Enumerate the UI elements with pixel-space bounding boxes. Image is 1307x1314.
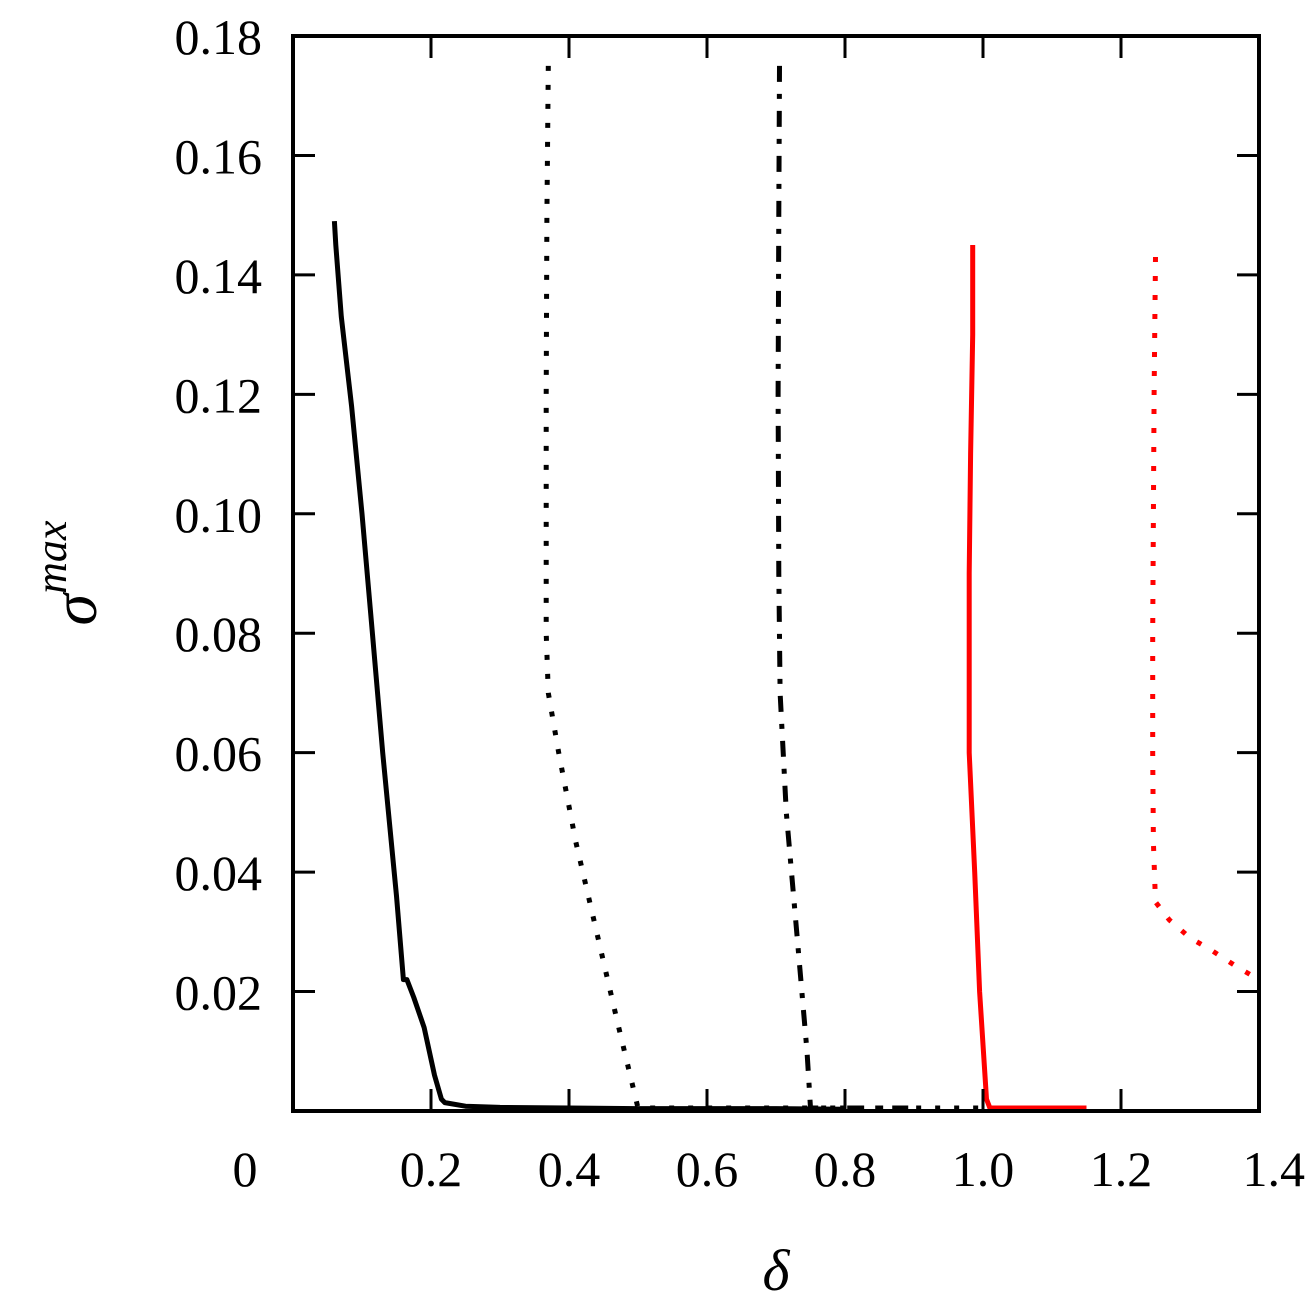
x-tick-label: 1.2 bbox=[1090, 1141, 1153, 1197]
y-tick-label: 0.04 bbox=[175, 845, 263, 901]
x-tick-label: 0.4 bbox=[538, 1141, 601, 1197]
y-tick-label: 0.02 bbox=[175, 965, 263, 1021]
y-axis-label-superscript: max bbox=[27, 520, 76, 594]
y-tick-label: 0.12 bbox=[175, 367, 263, 423]
y-axis-label-symbol: σ bbox=[39, 591, 110, 625]
x-tick-label: 0.2 bbox=[400, 1141, 463, 1197]
series-line-3 bbox=[775, 65, 914, 1111]
y-axis-label: σmax bbox=[27, 520, 110, 625]
x-tick-label: 1.0 bbox=[952, 1141, 1015, 1197]
plot-frame bbox=[291, 34, 1261, 1113]
y-tick-label: 0.14 bbox=[175, 248, 263, 304]
series-line-1 bbox=[331, 220, 846, 1112]
x-tick-label: 0.6 bbox=[676, 1141, 739, 1197]
x-tick-label: 1.4 bbox=[1243, 1141, 1306, 1197]
series-line-4 bbox=[966, 245, 1087, 1111]
y-tick-label: 0.10 bbox=[175, 487, 263, 543]
x-axis-label: δ bbox=[763, 1238, 791, 1303]
series-line-2 bbox=[543, 65, 983, 1111]
y-tick-label: 0.16 bbox=[175, 128, 263, 184]
y-tick-label: 0.08 bbox=[175, 606, 263, 662]
ticks-layer: 0 0.2 0.4 0.6 0.8 1.0 1.2 1.4 0.02 0.04 0.06 0.08 0.… bbox=[175, 9, 1306, 1197]
y-tick-label: 0.18 bbox=[175, 9, 263, 65]
series-layer bbox=[331, 65, 1261, 1112]
x-tick-label: 0 bbox=[233, 1141, 258, 1197]
x-tick-label: 0.8 bbox=[814, 1141, 877, 1197]
series-line-5 bbox=[1150, 256, 1261, 982]
y-tick-label: 0.06 bbox=[175, 726, 263, 782]
svg-text:σmax: σmax bbox=[27, 520, 110, 625]
